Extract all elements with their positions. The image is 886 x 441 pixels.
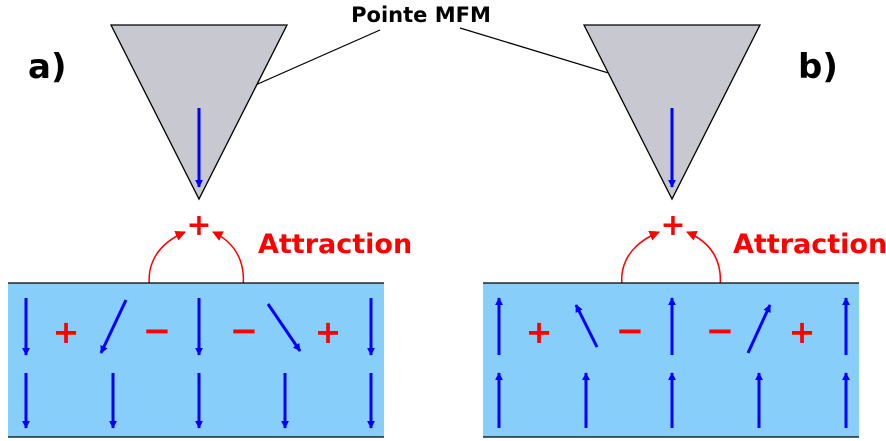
panel-a-surface-charge: − [230, 311, 259, 351]
panel-b-surface-charge: − [616, 311, 645, 351]
panel-a-sample [8, 283, 384, 437]
panel-a: a) + Attraction + − − + [8, 24, 412, 438]
panel-b-tip-charge: + [660, 208, 685, 243]
panel-a-label: a) [28, 47, 66, 87]
panel-a-surface-charge: + [53, 313, 80, 351]
panel-b: b) + Attraction + − − + [483, 24, 886, 438]
panel-a-moment [266, 303, 302, 352]
panel-a-surface-charge: + [315, 313, 342, 351]
diagram-title: Pointe MFM [351, 3, 491, 27]
panel-b-surface-charge: − [706, 311, 735, 351]
panel-b-label: b) [798, 47, 838, 87]
panel-a-attraction-label: Attraction [258, 229, 412, 260]
panel-a-moment [99, 299, 128, 354]
panel-a-surface-charge: − [143, 311, 172, 351]
panel-b-surface-charge: + [526, 313, 553, 351]
panel-b-attraction-label: Attraction [733, 229, 886, 260]
panel-b-moment [574, 304, 599, 348]
panel-b-moment [746, 304, 772, 354]
panel-b-surface-charge: + [789, 313, 816, 351]
panel-a-tip-charge: + [186, 208, 211, 243]
